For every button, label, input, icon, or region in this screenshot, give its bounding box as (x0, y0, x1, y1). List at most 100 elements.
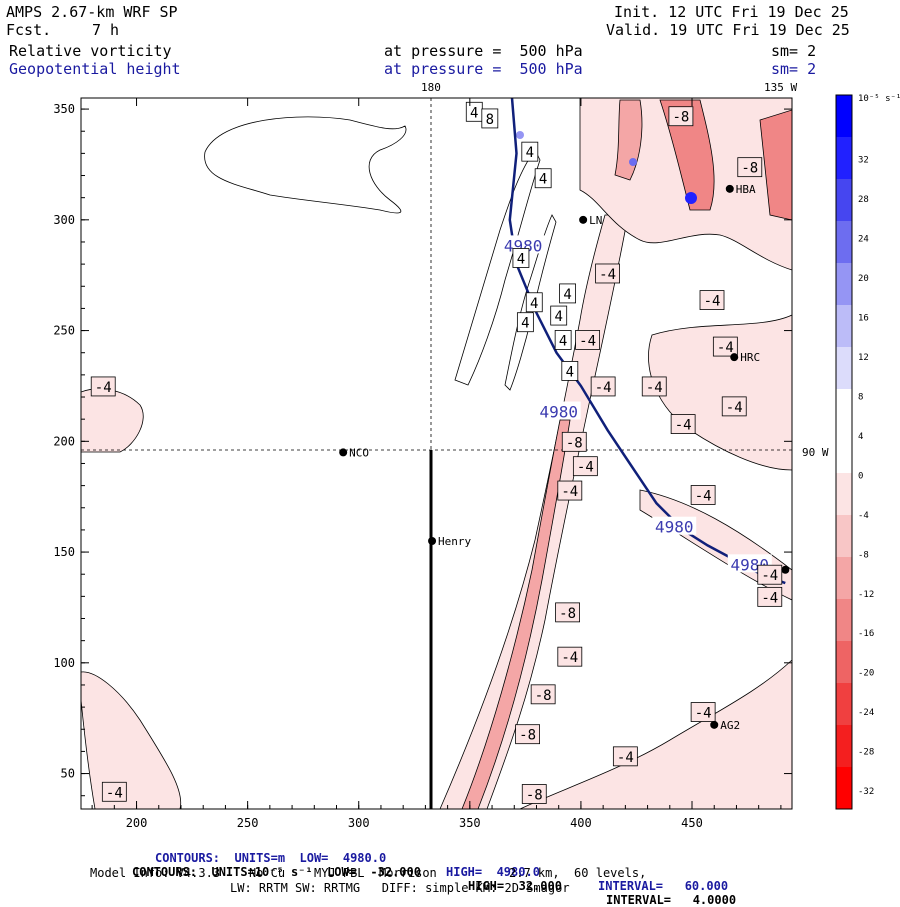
x-tick-label: 350 (459, 816, 481, 830)
vorticity-label: -4 (646, 380, 663, 396)
colorbar-label: 0 (858, 471, 863, 481)
colorbar-label: -24 (858, 708, 874, 718)
colorbar-swatch (836, 305, 852, 347)
station-marker (339, 448, 348, 457)
height-label-bg (652, 516, 697, 535)
x-tick-label: 250 (237, 816, 259, 830)
station-label: NCO (349, 446, 369, 459)
height-label-bg (501, 235, 546, 254)
y-tick-label: 300 (53, 213, 75, 227)
colorbar-swatch (836, 599, 852, 641)
colorbar-label: -12 (858, 590, 874, 600)
vorticity-label: -4 (577, 460, 594, 476)
vorticity-label: -4 (717, 340, 734, 356)
colorbar-label: -32 (858, 787, 874, 797)
shaded-fields (81, 98, 792, 809)
vorticity-label: -4 (579, 333, 596, 349)
colorbar-label: 8 (858, 392, 863, 402)
vorticity-label-box (557, 480, 583, 501)
vorticity-label: -8 (526, 787, 543, 803)
colorbar-swatch (836, 221, 852, 263)
vorticity-label: -8 (519, 728, 536, 744)
forecast-label: Fcst. (6, 21, 52, 39)
vorticity-label: -4 (761, 590, 778, 606)
colorbar-label: 28 (858, 195, 869, 205)
colorbar: 10⁻⁵ s⁻¹ 32 28 24 20 16 12 8 4 0 -4 -8 -12 -16 -20 -24 -… (835, 94, 900, 810)
colorbar-swatch (836, 515, 852, 557)
vorticity-label: -4 (704, 294, 721, 310)
neg-vorticity-region (659, 99, 715, 211)
vorticity-label: -4 (761, 568, 778, 584)
vorticity-label-box (757, 586, 783, 607)
vorticity-label-box (534, 168, 552, 189)
vorticity-label-box (712, 336, 738, 357)
vorticity-label: -4 (595, 380, 612, 396)
vorticity-label: -4 (95, 380, 112, 396)
neg-vorticity-band-core (461, 419, 571, 809)
pos-vorticity-spot (685, 192, 697, 204)
station-label: HBA (736, 183, 756, 196)
smoothing-height: sm= 2 (771, 60, 817, 78)
y-tick-label: 250 (53, 324, 75, 338)
vorticity-label-box (515, 724, 540, 745)
station-marker (710, 720, 719, 729)
station-marker (725, 184, 734, 193)
pos-vorticity-contour (204, 116, 407, 214)
axes: 200 250 300 350 400 450 50 100 150 200 250 300 350 (53, 98, 792, 830)
height-label-bg (536, 401, 581, 420)
vorticity-label: 4 (554, 309, 562, 325)
colorbar-swatch (836, 767, 852, 809)
vorticity-label-box (512, 248, 530, 268)
vorticity-label-box (101, 781, 127, 802)
footer-physics: LW: RRTM SW: RRTMG DIFF: simple KM: 2D S… (230, 881, 570, 895)
neg-vorticity-region (81, 388, 144, 453)
station-marker (579, 215, 588, 224)
vorticity-label-box (595, 263, 620, 284)
vorticity-label: 4 (517, 251, 525, 267)
vorticity-label: 4 (470, 105, 478, 121)
vorticity-label-box (668, 106, 694, 127)
vorticity-label-box (525, 292, 543, 313)
station-marker (428, 536, 437, 545)
colorbar-swatch (836, 431, 852, 473)
footer-height-contours: CONTOURS: UNITS=m LOW= 4980.0 (155, 851, 387, 865)
vorticity-label: 4 (530, 296, 538, 312)
footer-model-info: Model Info: V4.3.3 No Cu MYJ PBL Morriso… (90, 866, 647, 880)
colorbar-label: 16 (858, 313, 869, 323)
colorbar-swatch (836, 389, 852, 431)
colorbar-label: -20 (858, 669, 874, 679)
colorbar-unit: 10⁻⁵ s⁻¹ (858, 94, 900, 104)
colorbar-swatch (836, 95, 852, 137)
field-height: Geopotential height (9, 60, 181, 78)
colorbar-label: -4 (858, 511, 869, 521)
colorbar-swatch (836, 725, 852, 767)
y-tick-label: 350 (53, 102, 75, 116)
y-tick-label: 100 (53, 656, 75, 670)
pos-vorticity-contour (454, 149, 541, 386)
vorticity-label-box (690, 485, 716, 505)
vorticity-label: 4 (526, 145, 534, 161)
footer-vort-interval: INTERVAL= 4.0000 (606, 893, 737, 907)
vorticity-label: -4 (599, 267, 616, 283)
vorticity-label: -4 (675, 418, 692, 434)
forecast-value: 7 h (92, 21, 120, 39)
lon-label-180: 180 (421, 81, 441, 94)
vorticity-label-box (612, 746, 638, 767)
vorticity-label-box (737, 157, 763, 178)
station-marker (730, 353, 739, 362)
lat-label-90w: 90 W (802, 446, 829, 459)
vorticity-label-box (550, 305, 568, 326)
vorticity-label: -4 (695, 706, 712, 722)
station-label: AG2 (720, 719, 740, 732)
pos-vorticity-spot (516, 131, 524, 139)
footer-vort-line: CONTOURS: UNITS=10⁻⁵ s⁻¹ LOW= -32.000 HI… (0, 851, 900, 907)
vorticity-label-box (670, 414, 696, 434)
vorticity-label: -4 (617, 750, 634, 766)
vorticity-label: -4 (726, 400, 743, 416)
colorbar-swatch (836, 683, 852, 725)
vorticity-label-box (555, 602, 580, 623)
station-label: Henry (438, 535, 471, 548)
colorbar-label: 4 (858, 432, 863, 442)
x-tick-label: 400 (570, 816, 592, 830)
